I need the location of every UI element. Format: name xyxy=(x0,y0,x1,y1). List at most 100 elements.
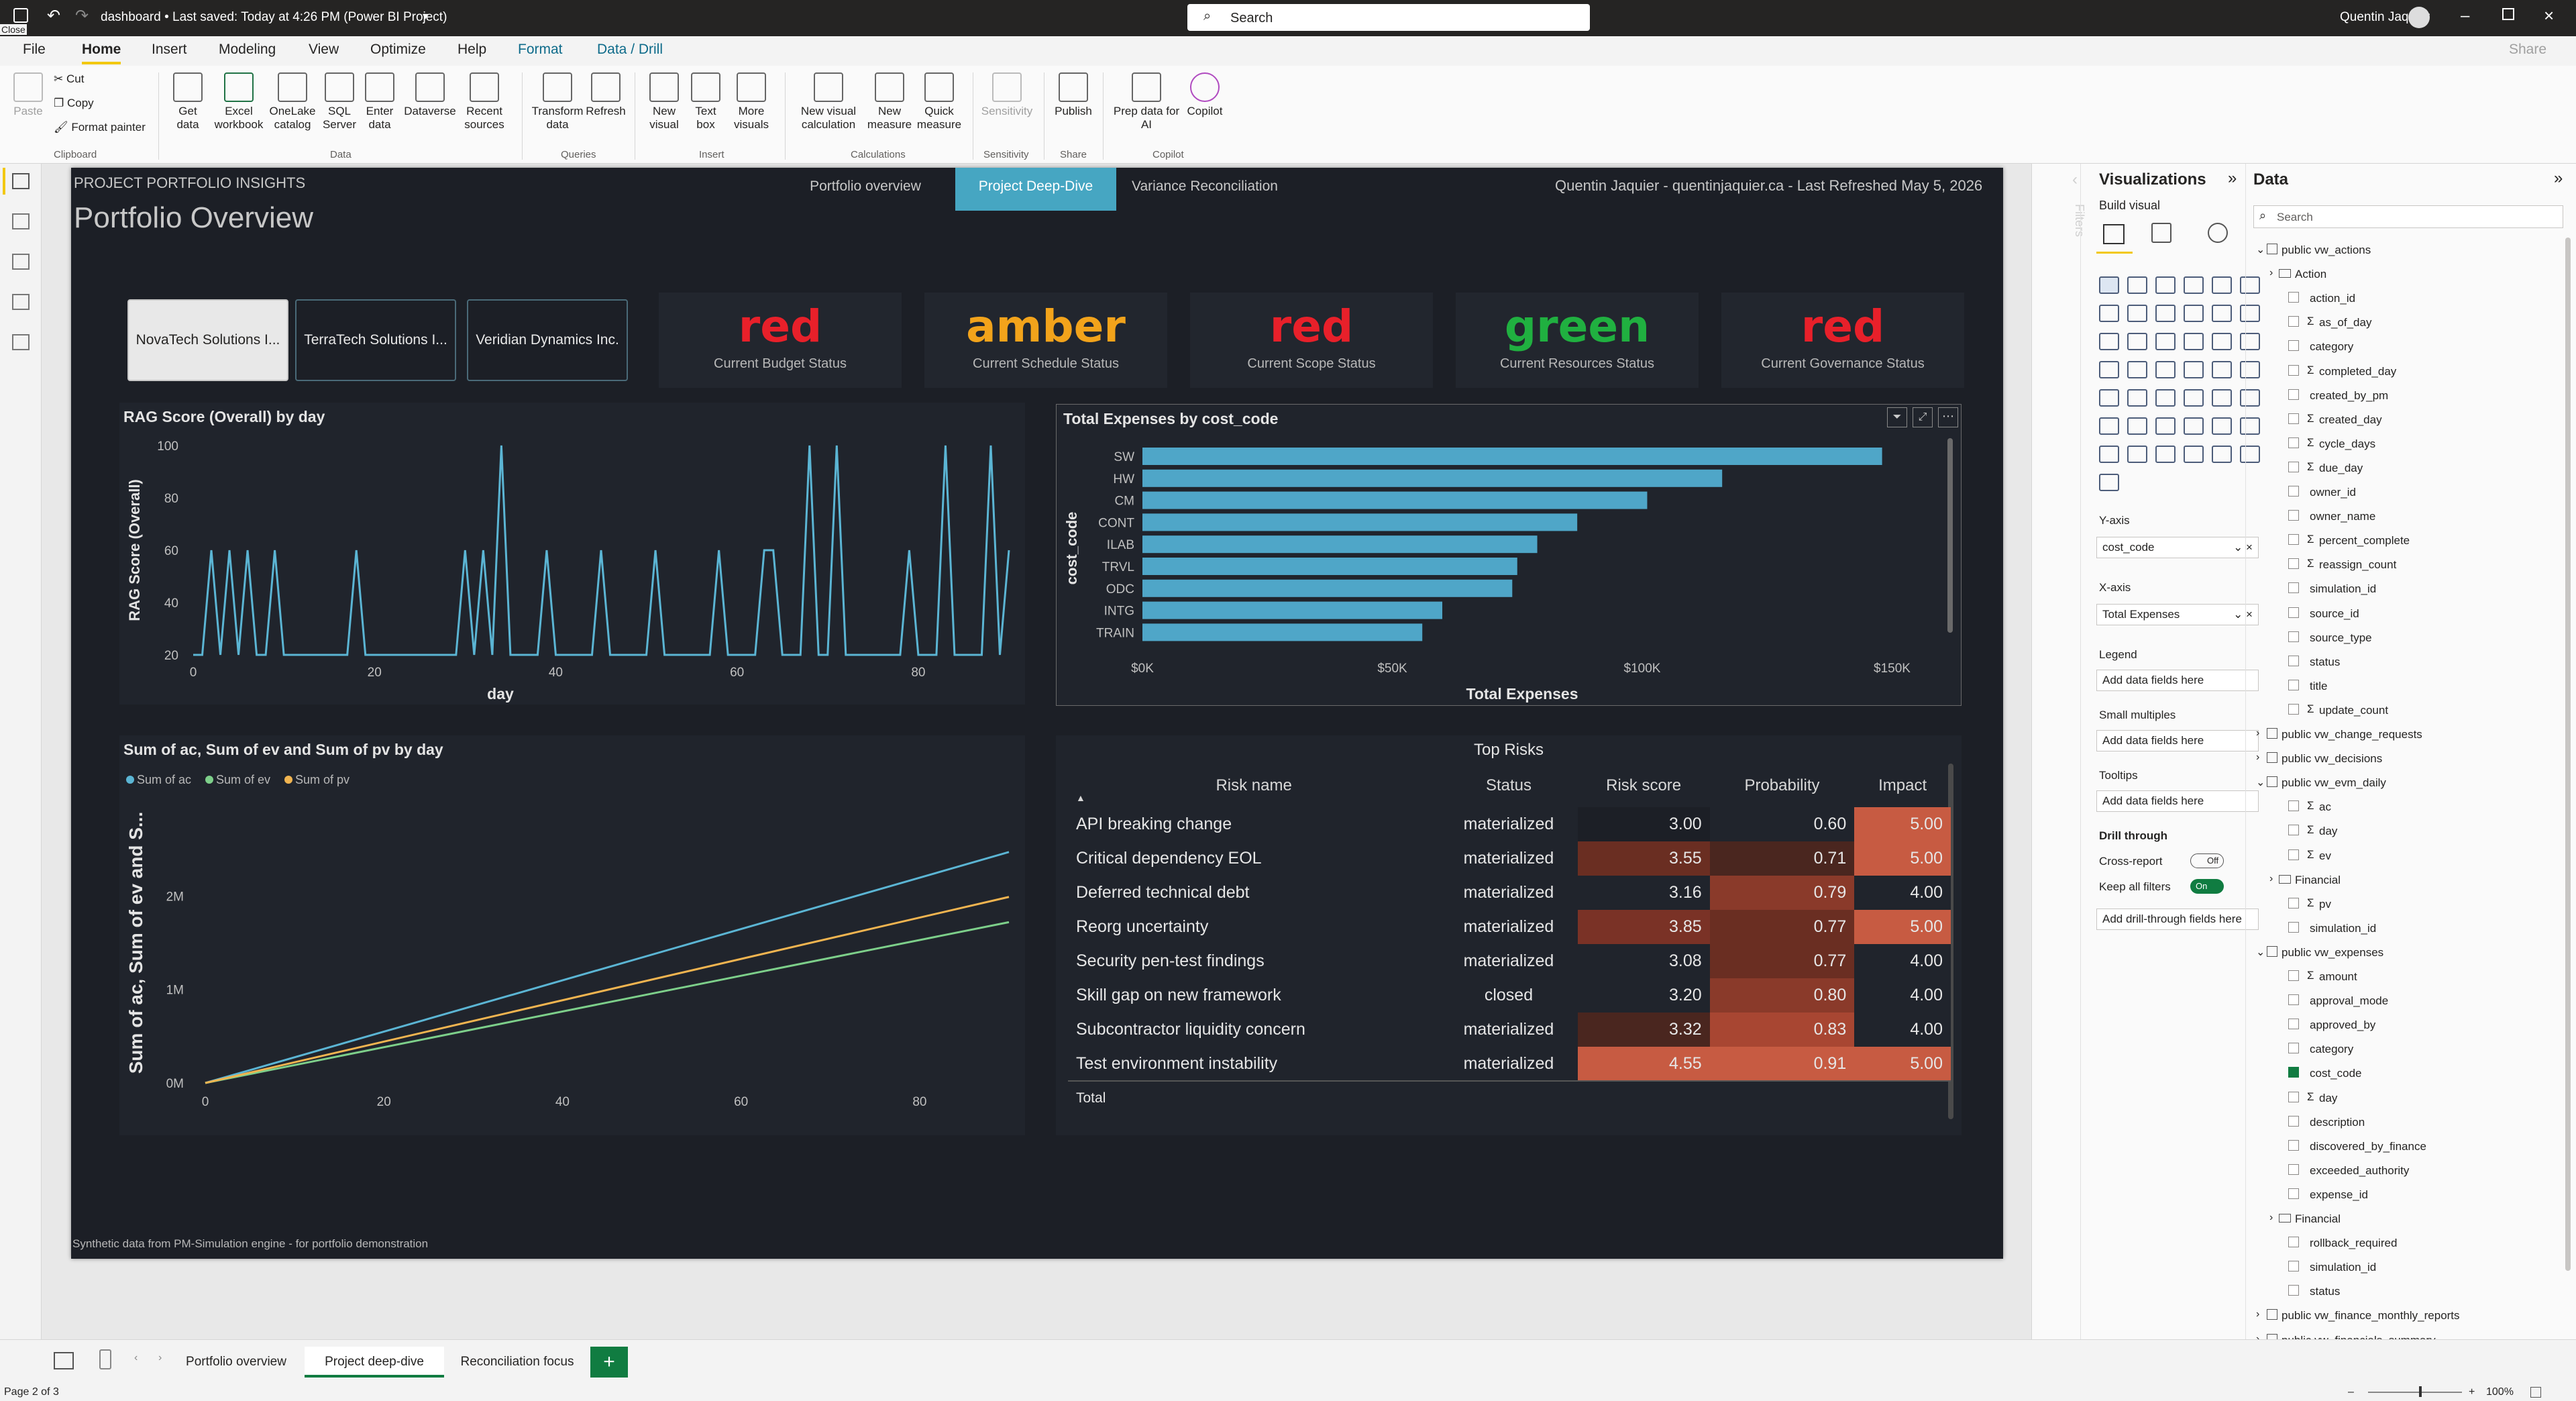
recent-sources-button[interactable]: Recent sources xyxy=(460,72,508,132)
chevron-down-icon[interactable]: ⌄ xyxy=(2256,244,2265,256)
zoom-slider[interactable] xyxy=(2368,1392,2462,1393)
column-header[interactable]: Risk score xyxy=(1606,776,1682,794)
collapse-icon[interactable]: » xyxy=(2228,169,2237,187)
field-checkbox[interactable] xyxy=(2288,994,2299,1006)
chevron-down-icon[interactable]: ⌄ xyxy=(2256,946,2265,958)
visual-type-icon[interactable] xyxy=(2212,305,2232,322)
company-slicer-item[interactable]: NovaTech Solutions I... xyxy=(127,299,288,381)
visual-type-icon[interactable] xyxy=(2099,276,2119,294)
company-slicer-item[interactable]: Veridian Dynamics Inc. xyxy=(467,299,628,381)
visual-type-icon[interactable] xyxy=(2212,276,2232,294)
tab-optimize[interactable]: Optimize xyxy=(370,42,426,57)
visual-type-icon[interactable] xyxy=(2184,305,2204,322)
visual-type-icon[interactable] xyxy=(2155,305,2176,322)
visual-type-icon[interactable] xyxy=(2212,361,2232,378)
field-checkbox[interactable] xyxy=(2288,1237,2299,1248)
tmdl-view-icon[interactable] xyxy=(12,334,30,350)
column-header[interactable]: Probability xyxy=(1744,776,1820,794)
tab-modeling[interactable]: Modeling xyxy=(219,42,276,57)
data-folder-item[interactable]: › Financial xyxy=(2269,872,2341,886)
visual-type-icon[interactable] xyxy=(2127,361,2147,378)
visual-type-icon[interactable] xyxy=(2155,333,2176,350)
bar[interactable] xyxy=(1142,491,1648,509)
field-checkbox[interactable] xyxy=(2288,631,2299,642)
visual-type-icon[interactable] xyxy=(2184,333,2204,350)
visual-type-icon[interactable] xyxy=(2127,389,2147,407)
visual-type-icon[interactable] xyxy=(2240,389,2260,407)
company-slicer-item[interactable]: TerraTech Solutions I... xyxy=(295,299,456,381)
build-visual-tab[interactable] xyxy=(2096,217,2133,254)
data-field-item[interactable]: description xyxy=(2253,1114,2562,1134)
data-field-item[interactable]: title xyxy=(2253,678,2562,698)
collapse-icon[interactable]: » xyxy=(2554,169,2563,187)
field-checkbox[interactable] xyxy=(2288,558,2299,570)
field-checkbox[interactable] xyxy=(2288,800,2299,812)
bar[interactable] xyxy=(1142,535,1538,554)
field-checkbox[interactable] xyxy=(2288,437,2299,448)
get-data-button[interactable]: Get data xyxy=(168,72,208,132)
sensitivity-button[interactable]: Sensitivity xyxy=(977,72,1037,118)
data-field-item[interactable]: source_id xyxy=(2253,605,2562,625)
field-checkbox[interactable] xyxy=(2288,655,2299,666)
fit-page-icon[interactable] xyxy=(2530,1387,2541,1398)
data-table-item[interactable]: › public vw_finance_monthly_reports xyxy=(2256,1308,2460,1322)
visual-type-icon[interactable] xyxy=(2184,446,2204,463)
data-field-item[interactable]: status xyxy=(2253,654,2562,674)
visual-type-icon[interactable] xyxy=(2184,389,2204,407)
mobile-layout-icon[interactable] xyxy=(99,1349,111,1369)
visual-type-icon[interactable] xyxy=(2127,305,2147,322)
visual-type-icon[interactable] xyxy=(2099,446,2119,463)
field-checkbox[interactable] xyxy=(2288,921,2299,933)
chevron-right-icon[interactable]: › xyxy=(2269,872,2273,884)
legend-well[interactable]: Add data fields here xyxy=(2096,670,2259,691)
model-view-icon[interactable] xyxy=(12,254,30,270)
visual-type-icon[interactable] xyxy=(2099,389,2119,407)
field-checkbox[interactable] xyxy=(2288,582,2299,594)
field-checkbox[interactable] xyxy=(2288,1188,2299,1199)
visual-type-icon[interactable] xyxy=(2099,361,2119,378)
field-checkbox[interactable] xyxy=(2288,1285,2299,1296)
tab-file[interactable]: File xyxy=(23,42,46,57)
bar[interactable] xyxy=(1142,623,1423,641)
focus-mode-icon[interactable]: ⤢ xyxy=(1913,407,1933,427)
sql-server-button[interactable]: SQL Server xyxy=(321,72,358,132)
chevron-right-icon[interactable]: › xyxy=(2256,1333,2260,1345)
x-axis-field[interactable]: Total Expenses ⌄ × xyxy=(2096,604,2259,625)
redo-icon[interactable]: ↷ xyxy=(75,7,89,25)
field-checkbox[interactable] xyxy=(2288,316,2299,327)
zoom-thumb[interactable] xyxy=(2419,1386,2422,1397)
visual-type-icon[interactable] xyxy=(2127,417,2147,435)
field-checkbox[interactable] xyxy=(2288,340,2299,352)
publish-button[interactable]: Publish xyxy=(1051,72,1096,118)
tab-view[interactable]: View xyxy=(309,42,339,57)
field-checkbox[interactable] xyxy=(2288,1261,2299,1272)
table-row[interactable]: Security pen-test findings materialized 3.… xyxy=(1068,944,1951,978)
table-row[interactable]: Test environment instability materialized… xyxy=(1068,1047,1951,1081)
text-box-button[interactable]: Text box xyxy=(687,72,724,132)
visual-type-icon[interactable] xyxy=(2240,333,2260,350)
drill-through-well[interactable]: Add drill-through fields here xyxy=(2096,909,2259,930)
minimize-icon[interactable]: – xyxy=(2461,7,2470,25)
field-checkbox[interactable] xyxy=(2288,1139,2299,1151)
data-field-item[interactable]: category xyxy=(2253,1041,2562,1061)
visual-type-icon[interactable] xyxy=(2240,276,2260,294)
data-field-item[interactable]: expense_id xyxy=(2253,1186,2562,1206)
field-checkbox[interactable] xyxy=(2288,1091,2299,1102)
tab-insert[interactable]: Insert xyxy=(152,42,187,57)
visual-type-icon[interactable] xyxy=(2099,333,2119,350)
bar[interactable] xyxy=(1142,579,1513,597)
data-table-item[interactable]: › public vw_decisions xyxy=(2256,751,2383,766)
data-field-item[interactable]: rollback_required xyxy=(2253,1235,2562,1255)
table-row[interactable]: API breaking change materialized 3.00 0.60 5… xyxy=(1068,807,1951,841)
new-measure-button[interactable]: New measure xyxy=(867,72,912,132)
field-checkbox[interactable] xyxy=(2288,486,2299,497)
data-field-item[interactable]: simulation_id xyxy=(2253,580,2562,601)
